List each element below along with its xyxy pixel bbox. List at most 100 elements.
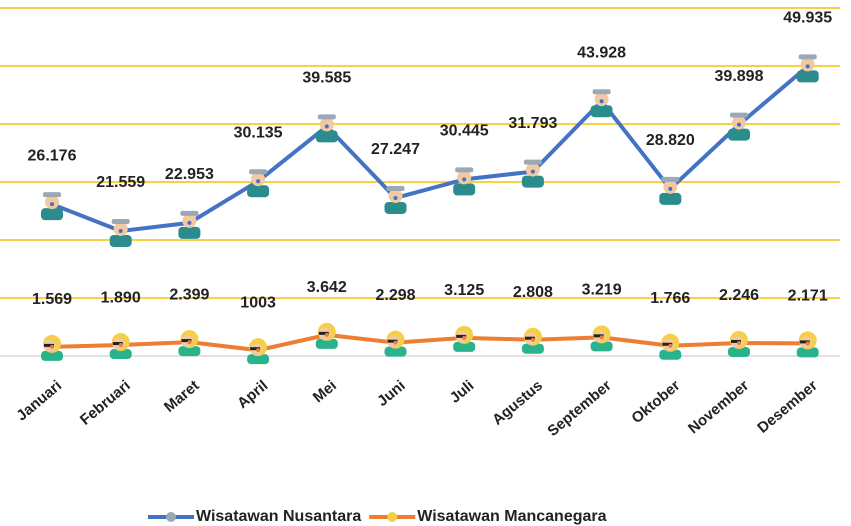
x-tick-label: Oktober xyxy=(628,377,683,427)
value-label: 2.808 xyxy=(513,284,553,301)
marker-icon xyxy=(178,210,201,239)
series-line xyxy=(51,332,808,353)
value-label: 2.399 xyxy=(169,286,209,303)
icon-body xyxy=(728,346,750,357)
icon-body xyxy=(178,226,201,239)
x-tick-label: Maret xyxy=(161,377,203,416)
icon-body xyxy=(521,343,544,354)
icon-hat xyxy=(523,159,542,165)
value-label: 27.247 xyxy=(371,141,420,158)
point xyxy=(462,177,467,182)
point xyxy=(324,332,329,337)
value-label: 3.125 xyxy=(444,282,484,299)
value-label: 1.890 xyxy=(101,289,141,306)
value-label: 31.793 xyxy=(508,115,557,132)
point xyxy=(530,337,535,342)
icon-glasses xyxy=(181,339,192,343)
point xyxy=(187,340,192,345)
icon-hat xyxy=(386,185,405,191)
value-label: 28.820 xyxy=(646,132,695,149)
icon-glasses xyxy=(112,342,123,346)
x-tick-label: November xyxy=(685,377,752,437)
icon-hat xyxy=(317,114,336,120)
icon-body xyxy=(109,349,132,360)
marker-icon xyxy=(41,334,63,361)
icon-body xyxy=(728,128,750,141)
x-tick-label: Desember xyxy=(754,377,821,437)
value-label: 2.171 xyxy=(788,288,828,305)
marker-icon xyxy=(659,333,682,360)
point xyxy=(324,124,329,129)
icon-body xyxy=(41,350,63,361)
marker-icon xyxy=(109,333,132,360)
legend-label: Wisatawan Mancanegara xyxy=(417,508,606,525)
icon-body xyxy=(247,185,270,198)
x-tick-label: Februari xyxy=(77,377,134,429)
value-label: 39.585 xyxy=(302,70,351,87)
value-label: 30.135 xyxy=(234,124,283,141)
marker-icon xyxy=(453,325,476,352)
point xyxy=(118,343,123,348)
icon-body xyxy=(41,208,63,221)
value-label: 49.935 xyxy=(783,10,832,27)
marker-icon xyxy=(590,325,613,352)
point xyxy=(668,186,673,191)
x-tick-label: Mei xyxy=(310,377,340,406)
icon-glasses xyxy=(799,340,810,344)
point xyxy=(737,340,741,345)
point xyxy=(393,340,398,345)
icon-glasses xyxy=(456,334,467,338)
x-tick-label: September xyxy=(544,377,614,440)
marker-icon xyxy=(315,114,338,143)
value-label: 26.176 xyxy=(28,147,77,164)
icon-hat xyxy=(798,54,817,60)
icon-glasses xyxy=(44,343,54,347)
icon-body xyxy=(590,105,613,118)
icon-glasses xyxy=(387,339,398,343)
x-tick-label: Juni xyxy=(374,377,409,410)
point xyxy=(599,335,604,340)
point xyxy=(462,335,467,340)
value-label: 1.766 xyxy=(650,290,690,307)
icon-glasses xyxy=(662,342,673,346)
icon-glasses xyxy=(731,339,741,343)
point xyxy=(805,64,810,69)
value-label: 1003 xyxy=(240,294,276,311)
marker-icon xyxy=(178,330,201,357)
marker-icon xyxy=(315,322,338,349)
icon-hat xyxy=(661,176,680,182)
point xyxy=(256,179,261,184)
marker-icon xyxy=(384,330,407,357)
x-tick-label: Agustus xyxy=(489,377,546,429)
icon-body xyxy=(521,175,544,188)
icon-hat xyxy=(455,167,474,173)
icon-glasses xyxy=(318,331,329,335)
series-line xyxy=(51,64,809,233)
icon-body xyxy=(796,347,819,358)
value-label: 43.928 xyxy=(577,44,626,61)
x-tick-label: Januari xyxy=(13,377,65,424)
icon-glasses xyxy=(250,347,261,351)
icon-body xyxy=(315,338,338,349)
icon-hat xyxy=(730,112,748,118)
icon-body xyxy=(315,130,338,143)
point xyxy=(118,228,123,233)
icon-body xyxy=(659,349,682,360)
x-tick-label: April xyxy=(234,377,271,412)
icon-body xyxy=(109,234,132,247)
value-label: 3.642 xyxy=(307,279,347,296)
icon-body xyxy=(178,346,201,357)
value-label: 39.898 xyxy=(715,68,764,85)
value-label: 2.298 xyxy=(375,287,415,304)
icon-body xyxy=(453,341,476,352)
value-label: 21.559 xyxy=(96,174,145,191)
point xyxy=(668,343,673,348)
legend-marker xyxy=(387,512,398,522)
point xyxy=(393,195,398,200)
marker-icon xyxy=(247,338,270,365)
marker-icon xyxy=(521,327,544,354)
icon-hat xyxy=(43,192,61,198)
icon-glasses xyxy=(593,334,604,338)
value-label: 22.953 xyxy=(165,166,214,183)
